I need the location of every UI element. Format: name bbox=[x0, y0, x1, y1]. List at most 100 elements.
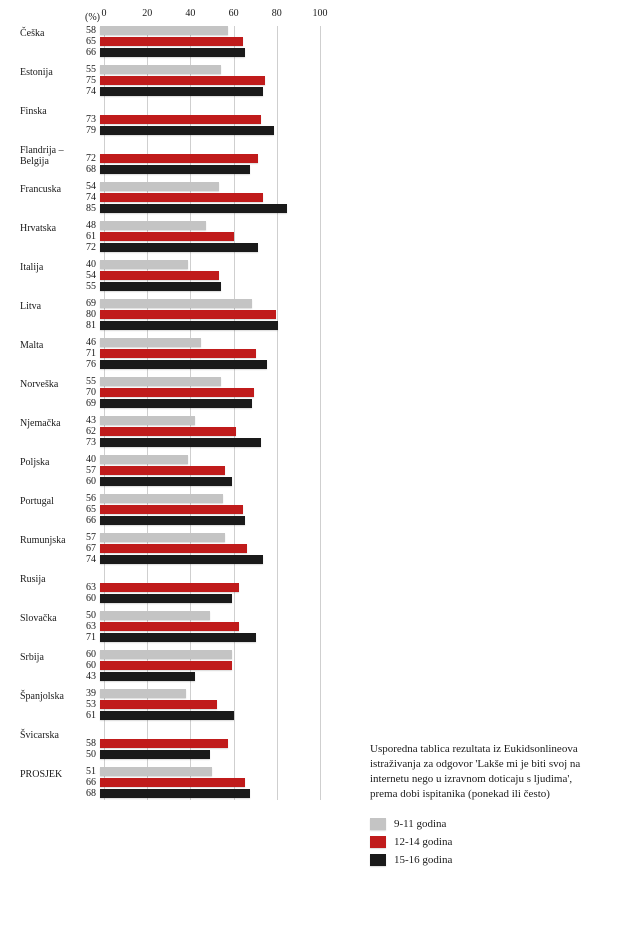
legend-swatch bbox=[370, 836, 386, 848]
bar-area bbox=[100, 689, 320, 722]
bar bbox=[100, 37, 243, 46]
value-column: 506371 bbox=[72, 611, 100, 644]
country-label: Hrvatska bbox=[20, 221, 72, 254]
bar bbox=[100, 750, 210, 759]
bar bbox=[100, 399, 252, 408]
bar-value-label: 74 bbox=[72, 87, 96, 98]
legend-swatch bbox=[370, 818, 386, 830]
country-group: Italija405455 bbox=[20, 260, 320, 293]
bar bbox=[100, 466, 225, 475]
bar bbox=[100, 182, 219, 191]
country-label: Estonija bbox=[20, 65, 72, 98]
bar bbox=[100, 594, 232, 603]
bar-area bbox=[100, 182, 320, 215]
bar bbox=[100, 260, 188, 269]
country-group: Njemačka436273 bbox=[20, 416, 320, 449]
country-label: Portugal bbox=[20, 494, 72, 527]
bar bbox=[100, 65, 221, 74]
bar-area bbox=[100, 455, 320, 488]
bar bbox=[100, 154, 258, 163]
axis-unit-label: (%) bbox=[72, 12, 100, 23]
legend-item: 9-11 godina bbox=[370, 818, 452, 830]
bar bbox=[100, 193, 263, 202]
country-group: Malta467176 bbox=[20, 338, 320, 371]
bar bbox=[100, 789, 250, 798]
bar-area bbox=[100, 299, 320, 332]
bar bbox=[100, 633, 256, 642]
bar bbox=[100, 321, 278, 330]
country-group: Srbija606043 bbox=[20, 650, 320, 683]
bar bbox=[100, 282, 221, 291]
bar bbox=[100, 661, 232, 670]
value-column: 586566 bbox=[72, 26, 100, 59]
bar bbox=[100, 243, 258, 252]
country-group: Španjolska395361 bbox=[20, 689, 320, 722]
gridline bbox=[320, 26, 321, 800]
country-group: Švicarska5850 bbox=[20, 728, 320, 761]
bar bbox=[100, 505, 243, 514]
value-column: 405760 bbox=[72, 455, 100, 488]
bar-area bbox=[100, 143, 320, 176]
bar bbox=[100, 310, 276, 319]
bar-area bbox=[100, 767, 320, 800]
legend-swatch bbox=[370, 854, 386, 866]
value-column: 547485 bbox=[72, 182, 100, 215]
bar bbox=[100, 494, 223, 503]
bar-value-label: 60 bbox=[72, 594, 96, 605]
bar-value-label: 68 bbox=[72, 165, 96, 176]
country-label: Poljska bbox=[20, 455, 72, 488]
bar-value-label: 72 bbox=[72, 243, 96, 254]
bar bbox=[100, 299, 252, 308]
country-group: Finska7379 bbox=[20, 104, 320, 137]
bar bbox=[100, 689, 186, 698]
country-group: Poljska405760 bbox=[20, 455, 320, 488]
bar bbox=[100, 416, 195, 425]
bar bbox=[100, 700, 217, 709]
country-label: Njemačka bbox=[20, 416, 72, 449]
bar-value-label: 68 bbox=[72, 789, 96, 800]
bar bbox=[100, 711, 234, 720]
x-axis: (%) 020406080100 bbox=[20, 8, 320, 26]
country-label: Flandrija – Belgija bbox=[20, 143, 72, 176]
bar bbox=[100, 115, 261, 124]
bar bbox=[100, 544, 247, 553]
axis-tick: 60 bbox=[229, 8, 239, 19]
value-column: 405455 bbox=[72, 260, 100, 293]
bar-area bbox=[100, 650, 320, 683]
bar-area bbox=[100, 611, 320, 644]
legend-label: 9-11 godina bbox=[394, 818, 446, 830]
value-column: 557574 bbox=[72, 65, 100, 98]
bar-value-label: 74 bbox=[72, 555, 96, 566]
bar-area bbox=[100, 26, 320, 59]
bar bbox=[100, 48, 245, 57]
country-group: Norveška557069 bbox=[20, 377, 320, 410]
bar bbox=[100, 221, 206, 230]
chart-groups: Češka586566 Estonija557574 Finska7379 Fland… bbox=[20, 26, 320, 800]
country-label: Rusija bbox=[20, 572, 72, 605]
bar bbox=[100, 778, 245, 787]
bar-value-label: 60 bbox=[72, 477, 96, 488]
bar-area bbox=[100, 104, 320, 137]
value-column: 566566 bbox=[72, 494, 100, 527]
bar-value-label: 85 bbox=[72, 204, 96, 215]
country-label: Finska bbox=[20, 104, 72, 137]
bar-area bbox=[100, 572, 320, 605]
bar-area bbox=[100, 65, 320, 98]
bar-value-label: 66 bbox=[72, 48, 96, 59]
bar-area bbox=[100, 533, 320, 566]
value-column: 436273 bbox=[72, 416, 100, 449]
country-label: Srbija bbox=[20, 650, 72, 683]
value-column: 6360 bbox=[72, 572, 100, 605]
bar-area bbox=[100, 338, 320, 371]
country-group: Estonija557574 bbox=[20, 65, 320, 98]
bar-value-label: 71 bbox=[72, 633, 96, 644]
axis-tick: 20 bbox=[142, 8, 152, 19]
bar bbox=[100, 165, 250, 174]
country-group: Češka586566 bbox=[20, 26, 320, 59]
bar-value-label: 43 bbox=[72, 672, 96, 683]
legend-item: 15-16 godina bbox=[370, 854, 452, 866]
bar bbox=[100, 555, 263, 564]
axis-tick: 40 bbox=[185, 8, 195, 19]
country-group: Portugal566566 bbox=[20, 494, 320, 527]
value-column: 606043 bbox=[72, 650, 100, 683]
